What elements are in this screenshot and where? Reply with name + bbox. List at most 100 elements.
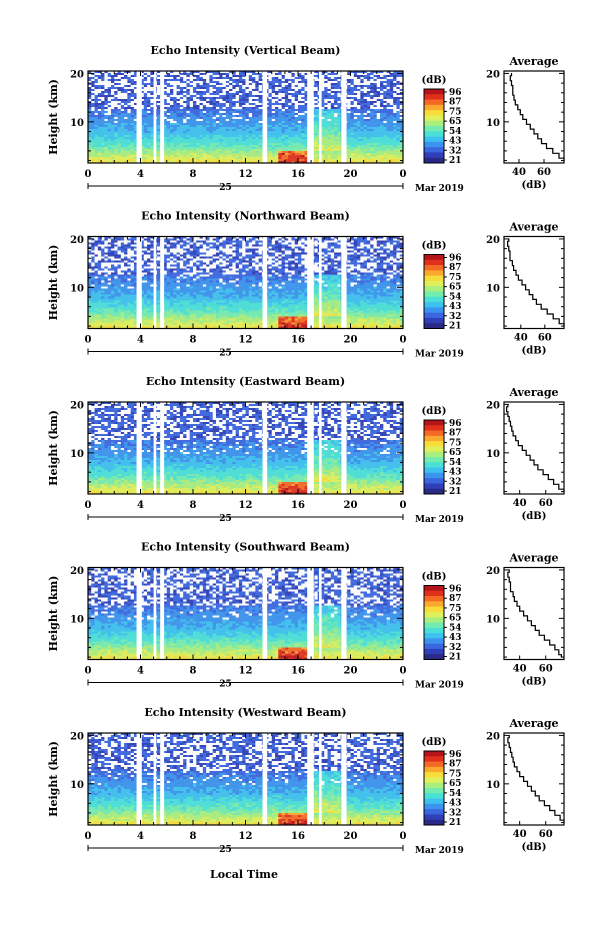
data-gap-7 [341, 71, 346, 163]
profile-point [518, 443, 519, 444]
colorbar-tick-label: 87 [449, 429, 462, 439]
x-tick-label: 12 [239, 169, 253, 180]
colorbar-tick-label: 43 [449, 799, 462, 809]
colorbar-tick-label: 32 [449, 477, 462, 487]
colorbar-segment [424, 152, 444, 158]
colorbar-segment [424, 788, 444, 794]
texture-overlay [88, 733, 403, 825]
profile-point [563, 822, 564, 823]
profile-y-tick-label: 20 [486, 69, 500, 80]
x-tick-label: 20 [344, 335, 358, 346]
colorbar-tick-label: 54 [449, 458, 462, 468]
profile-point [512, 263, 513, 264]
profile-point [549, 807, 550, 808]
y-tick-label: 10 [70, 614, 84, 625]
colorbar-tick-label: 65 [449, 283, 462, 293]
profile-point [521, 282, 522, 283]
profile-point [522, 447, 523, 448]
colorbar-segment [424, 126, 444, 132]
profile-point [553, 481, 554, 482]
x-tick-label: 16 [291, 666, 305, 677]
profile-frame [504, 71, 564, 163]
colorbar-segment [424, 110, 444, 116]
profile-point [507, 404, 508, 405]
profile-point [544, 803, 545, 804]
x-tick-label: 16 [291, 500, 305, 511]
colorbar-segment [424, 767, 444, 773]
x-tick-label: 20 [344, 169, 358, 180]
colorbar-segment [424, 105, 444, 111]
colorbar-segment [424, 586, 444, 592]
profile-point [553, 316, 554, 317]
profile-point [533, 462, 534, 463]
panel-title: Echo Intensity (Eastward Beam) [146, 375, 345, 388]
colorbar-tick-label: 32 [449, 312, 462, 322]
profile-point [535, 627, 536, 628]
profile-point [537, 467, 538, 468]
profile-x-axis-label: (dB) [522, 511, 547, 522]
profile-x-axis-label: (dB) [522, 842, 547, 853]
colorbar-segment [424, 255, 444, 261]
profile-x-tick-label: 60 [539, 829, 553, 840]
colorbar-tick-label: 65 [449, 779, 462, 789]
colorbar-tick-label: 96 [449, 254, 462, 264]
profile-x-tick-label: 40 [513, 498, 527, 509]
profile-x-tick-label: 60 [537, 167, 551, 178]
colorbar-segment [424, 820, 444, 826]
colorbar-tick-label: 75 [449, 438, 462, 448]
profile-point [514, 764, 515, 765]
profile-point [519, 774, 520, 775]
colorbar-segment [424, 323, 444, 329]
colorbar-segment [424, 265, 444, 271]
colorbar-segment [424, 270, 444, 276]
profile-x-tick-label: 40 [514, 333, 528, 344]
data-gap-5 [307, 402, 314, 494]
colorbar-segment [424, 142, 444, 148]
local-time-label: Local Time [210, 868, 278, 881]
profile-point [533, 131, 534, 132]
colorbar-tick-label: 65 [449, 614, 462, 624]
data-gap-5 [307, 733, 314, 825]
panel-title: Echo Intensity (Westward Beam) [144, 706, 346, 719]
data-gap-3 [160, 402, 164, 494]
data-gap-7 [341, 237, 346, 329]
texture-overlay [88, 71, 403, 163]
x-tick-label: 4 [137, 335, 144, 346]
profile-point [517, 107, 518, 108]
data-gap-5 [307, 237, 314, 329]
colorbar-segment [424, 638, 444, 644]
colorbar-segment [424, 468, 444, 474]
profile-y-tick-label: 10 [486, 780, 500, 791]
profile-point [508, 248, 509, 249]
profile-point [527, 783, 528, 784]
profile-point [510, 423, 511, 424]
profile-point [548, 476, 549, 477]
profile-point [541, 306, 542, 307]
colorbar-tick-label: 65 [449, 117, 462, 127]
profile-point [561, 656, 562, 657]
profile-point [513, 759, 514, 760]
colorbar-segment [424, 318, 444, 324]
profile-point [515, 102, 516, 103]
profile-title: Average [508, 55, 558, 68]
colorbar-tick-label: 75 [449, 604, 462, 614]
y-tick-label: 20 [70, 731, 84, 742]
profile-point [523, 613, 524, 614]
x-tick-label: 20 [344, 831, 358, 842]
profile-point [530, 126, 531, 127]
profile-point [554, 647, 555, 648]
data-gap-2 [154, 71, 157, 163]
colorbar-tick-label: 21 [449, 653, 462, 663]
colorbar-unit: (dB) [422, 241, 447, 252]
profile-point [563, 325, 564, 326]
x-tick-label: 20 [344, 500, 358, 511]
y-tick-label: 10 [70, 283, 84, 294]
profile-point [514, 598, 515, 599]
profile-point [527, 618, 528, 619]
profile-point [513, 594, 514, 595]
profile-point [507, 243, 508, 244]
profile-point [526, 121, 527, 122]
x-tick-label: 16 [291, 831, 305, 842]
